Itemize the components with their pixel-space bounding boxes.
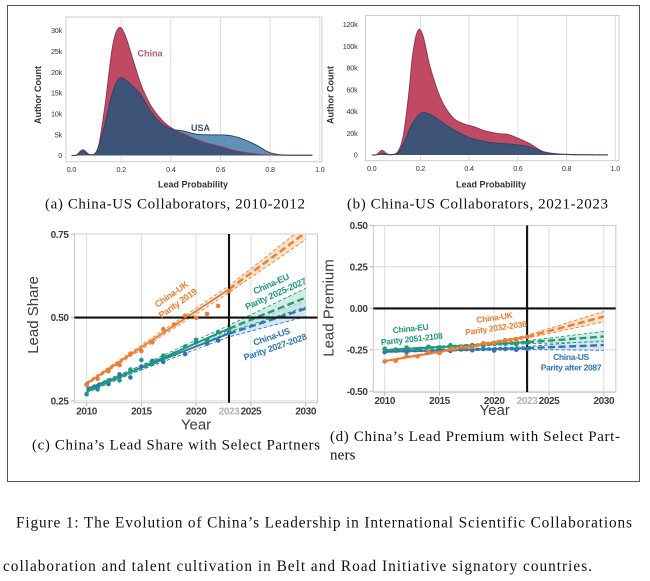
svg-text:Figure 1: The Evolution of Chi: Figure 1: The Evolution of China’s Leade… — [16, 515, 632, 532]
svg-text:0.4: 0.4 — [464, 164, 474, 173]
svg-text:20k: 20k — [347, 129, 359, 138]
svg-text:0.8: 0.8 — [265, 165, 275, 174]
svg-text:0.0: 0.0 — [367, 164, 377, 173]
svg-text:0: 0 — [354, 151, 358, 160]
svg-text:(b) China-US Collaborators, 20: (b) China-US Collaborators, 2021-2023 — [347, 197, 608, 213]
svg-text:0.50: 0.50 — [350, 221, 369, 232]
svg-text:120k: 120k — [343, 20, 358, 29]
svg-text:2015: 2015 — [429, 396, 450, 407]
svg-text:2010: 2010 — [76, 407, 97, 418]
svg-text:2023: 2023 — [517, 396, 538, 407]
svg-text:Author Count: Author Count — [326, 66, 336, 124]
svg-text:1.0: 1.0 — [611, 164, 621, 173]
svg-text:20k: 20k — [51, 68, 63, 77]
svg-text:80k: 80k — [347, 64, 359, 73]
svg-text:40k: 40k — [347, 107, 359, 116]
svg-text:25k: 25k — [51, 47, 63, 56]
svg-text:2010: 2010 — [374, 396, 395, 407]
svg-text:0.25: 0.25 — [350, 262, 369, 273]
svg-text:0.4: 0.4 — [166, 165, 176, 174]
svg-text:-0.50: -0.50 — [347, 387, 369, 398]
svg-text:ners: ners — [330, 448, 356, 464]
svg-text:Lead Probability: Lead Probability — [158, 180, 228, 190]
svg-text:0.25: 0.25 — [51, 397, 70, 408]
svg-text:0.0: 0.0 — [67, 165, 77, 174]
svg-text:(c) China’s Lead Share with Se: (c) China’s Lead Share with Select Partn… — [32, 438, 320, 454]
svg-text:2025: 2025 — [539, 396, 560, 407]
svg-text:10k: 10k — [51, 109, 63, 118]
svg-text:China-US: China-US — [553, 352, 589, 362]
svg-text:2030: 2030 — [593, 396, 614, 407]
svg-text:0.2: 0.2 — [116, 165, 126, 174]
svg-text:Lead Share: Lead Share — [25, 276, 42, 354]
svg-text:2023: 2023 — [219, 407, 240, 418]
svg-text:0.6: 0.6 — [216, 165, 226, 174]
svg-text:5k: 5k — [55, 130, 63, 139]
svg-text:-0.25: -0.25 — [347, 345, 369, 356]
svg-text:1.0: 1.0 — [315, 165, 325, 174]
svg-text:0.00: 0.00 — [350, 304, 369, 315]
svg-text:Lead Premium: Lead Premium — [321, 259, 338, 357]
svg-text:0.50: 0.50 — [51, 313, 70, 324]
svg-text:0.8: 0.8 — [562, 164, 572, 173]
svg-text:0.6: 0.6 — [513, 164, 523, 173]
svg-text:Year: Year — [480, 402, 510, 419]
svg-text:Author Count: Author Count — [33, 66, 43, 124]
svg-text:Lead Probability: Lead Probability — [456, 180, 526, 190]
svg-text:2015: 2015 — [131, 407, 152, 418]
svg-text:(d) China’s Lead Premium with: (d) China’s Lead Premium with Select Par… — [330, 429, 620, 445]
svg-text:0: 0 — [58, 151, 62, 160]
svg-text:0.2: 0.2 — [416, 164, 426, 173]
svg-text:(a) China-US Collaborators, 20: (a) China-US Collaborators, 2010-2012 — [45, 197, 305, 213]
svg-text:60k: 60k — [347, 85, 359, 94]
svg-text:USA: USA — [191, 123, 211, 133]
svg-text:15k: 15k — [51, 89, 63, 98]
svg-text:2020: 2020 — [186, 407, 207, 418]
svg-text:China: China — [138, 49, 164, 59]
svg-text:100k: 100k — [343, 42, 358, 51]
svg-text:2030: 2030 — [295, 407, 316, 418]
svg-text:Parity after 2087: Parity after 2087 — [541, 363, 602, 373]
svg-text:2020: 2020 — [484, 396, 505, 407]
svg-text:collaboration and talent culti: collaboration and talent cultivation in … — [3, 558, 592, 575]
svg-text:0.75: 0.75 — [51, 230, 70, 241]
svg-text:2025: 2025 — [241, 407, 262, 418]
svg-text:China-EU: China-EU — [392, 322, 429, 336]
svg-text:30k: 30k — [51, 26, 63, 35]
svg-text:Year: Year — [181, 417, 211, 434]
